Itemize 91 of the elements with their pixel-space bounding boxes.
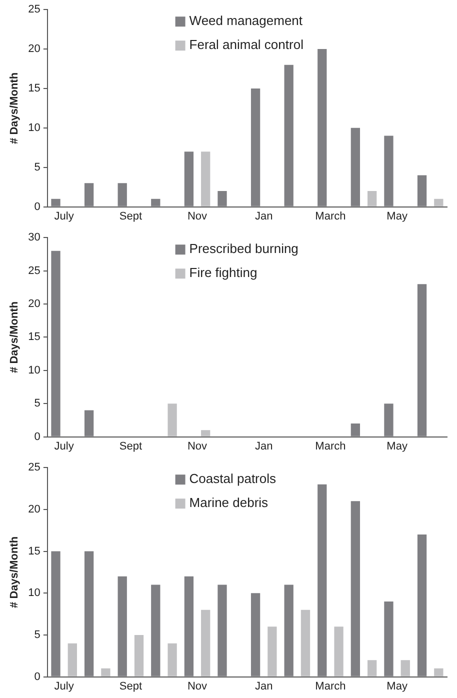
bar (51, 551, 60, 676)
bar (84, 410, 94, 436)
legend-label: Marine debris (189, 495, 269, 510)
bar (350, 128, 360, 206)
y-tick-label: 10 (28, 587, 40, 600)
bar (134, 634, 144, 676)
x-tick-label: July (54, 680, 74, 692)
bar (84, 551, 94, 676)
bar (318, 49, 327, 206)
x-tick-label: Nov (187, 680, 208, 692)
y-tick-label: 25 (28, 264, 40, 277)
bar (101, 668, 110, 676)
bar (417, 534, 427, 676)
x-tick-label: May (386, 680, 408, 692)
bar (268, 626, 277, 676)
bar (118, 183, 127, 206)
y-tick-label: 0 (34, 200, 40, 213)
legend-label: Weed management (189, 13, 303, 28)
legend-label: Prescribed burning (189, 241, 298, 256)
y-tick-label: 10 (28, 122, 40, 134)
x-tick-label: Nov (187, 210, 208, 222)
x-tick-label: May (386, 210, 408, 222)
bar (434, 668, 444, 676)
y-axis-title: # Days/Month (8, 536, 21, 608)
bar (151, 198, 160, 206)
y-tick-label: 20 (28, 503, 40, 516)
y-tick-label: 20 (28, 43, 40, 56)
y-tick-label: 20 (28, 298, 40, 310)
bar (184, 152, 194, 206)
bar (300, 610, 310, 676)
x-tick-label: July (54, 210, 74, 222)
bar (218, 584, 227, 676)
legend-label: Fire fighting (189, 265, 258, 280)
bar (151, 584, 160, 676)
y-tick-label: 5 (34, 628, 40, 641)
bar (318, 484, 327, 676)
x-tick-label: Jan (254, 680, 273, 692)
bar (284, 584, 294, 676)
bar (384, 601, 394, 676)
bar (368, 660, 377, 676)
y-tick-label: 0 (34, 670, 40, 683)
bar (400, 660, 410, 676)
bar (51, 198, 60, 206)
y-tick-label: 10 (28, 364, 40, 376)
bar (201, 610, 210, 676)
y-tick-label: 15 (28, 545, 40, 558)
bar (84, 183, 94, 206)
x-tick-label: Jan (254, 210, 273, 222)
x-tick-label: May (386, 440, 408, 452)
y-tick-label: 25 (28, 4, 40, 16)
legend-label: Feral animal control (189, 37, 304, 52)
y-tick-label: 15 (28, 331, 40, 344)
bar (368, 191, 377, 206)
bar (168, 404, 177, 436)
y-tick-label: 30 (28, 232, 40, 244)
bar (350, 424, 360, 436)
x-tick-label: March (315, 210, 346, 222)
x-tick-label: Sept (119, 440, 142, 452)
x-tick-label: July (54, 440, 74, 452)
bar (51, 250, 60, 436)
bar (250, 593, 260, 676)
legend-label: Coastal patrols (189, 471, 277, 486)
x-tick-label: Nov (187, 440, 208, 452)
bar (250, 88, 260, 206)
x-tick-label: Jan (254, 440, 273, 452)
y-axis-title: # Days/Month (8, 72, 21, 144)
bar (184, 576, 194, 676)
bar (118, 576, 127, 676)
bar (384, 404, 394, 436)
y-tick-label: 15 (28, 82, 40, 95)
y-tick-label: 5 (34, 398, 40, 410)
x-tick-label: Sept (119, 680, 142, 692)
y-axis-title: # Days/Month (8, 301, 21, 373)
y-tick-label: 25 (28, 462, 40, 474)
x-tick-label: March (315, 440, 346, 452)
x-tick-label: March (315, 680, 346, 692)
x-tick-label: Sept (119, 210, 142, 222)
bar (201, 430, 210, 436)
bar (68, 643, 77, 676)
bar (168, 643, 177, 676)
bar (350, 501, 360, 676)
y-tick-label: 5 (34, 161, 40, 174)
y-tick-label: 0 (34, 430, 40, 443)
bar (334, 626, 344, 676)
bar (417, 284, 427, 436)
bar (384, 136, 394, 206)
bar (434, 198, 444, 206)
bar (201, 152, 210, 206)
bar (218, 191, 227, 206)
bar (284, 64, 294, 206)
bar (417, 175, 427, 206)
